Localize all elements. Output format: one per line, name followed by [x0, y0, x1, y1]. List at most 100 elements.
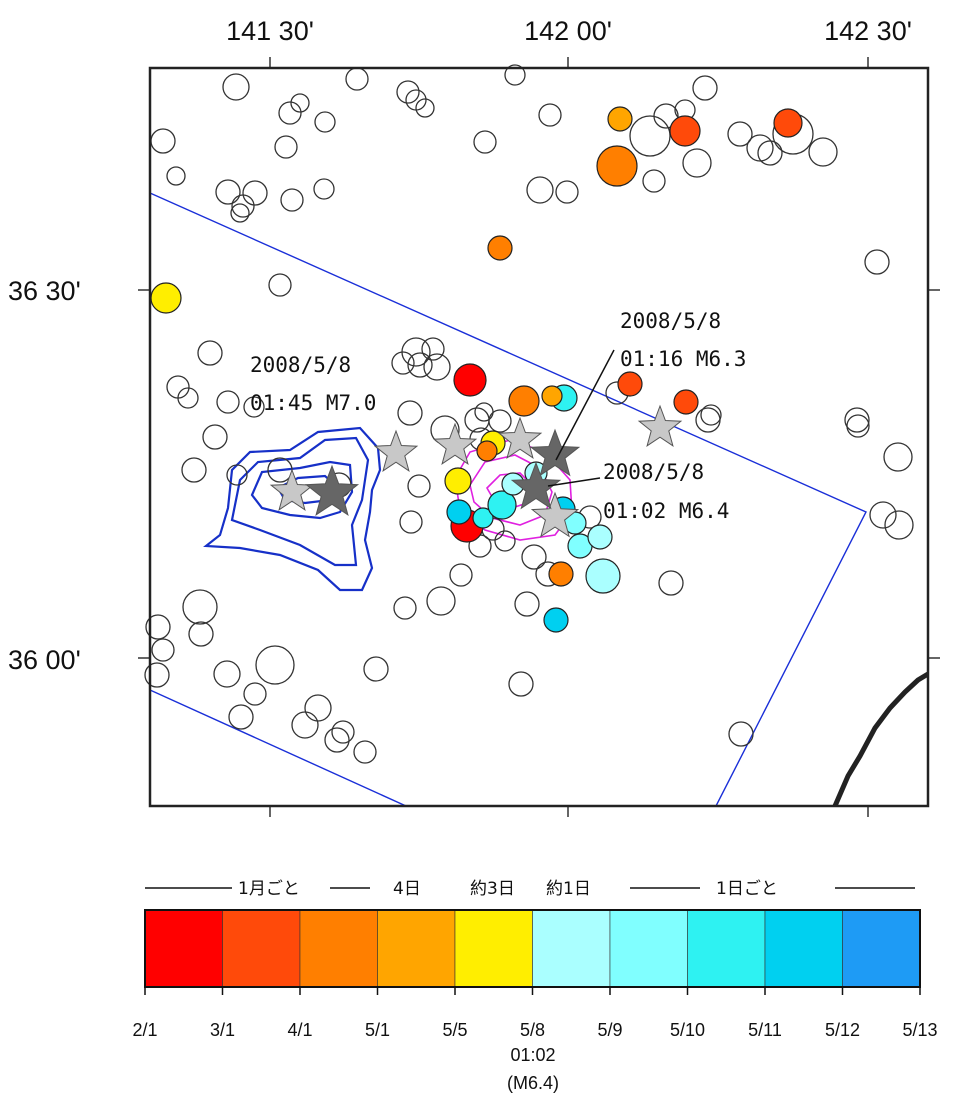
epicenter-marker — [243, 682, 267, 706]
colorbar-tick-label: 5/10 — [670, 1020, 705, 1040]
epicenter-marker — [727, 121, 753, 147]
colored-epicenter-marker — [548, 561, 574, 587]
mainshock-star-m64 — [510, 461, 562, 510]
colored-epicenter-marker — [446, 499, 472, 525]
epicenter-marker — [421, 337, 445, 361]
epicenter-marker — [844, 407, 870, 433]
interval-label-monthly: 1月ごと — [238, 879, 300, 899]
epicenter-marker — [746, 134, 774, 162]
grey-star — [432, 422, 478, 465]
colorbar-tick-label: 5/11 — [748, 1020, 782, 1040]
annotation-m63-leader — [555, 349, 615, 461]
interval-label-4days: 4日 — [393, 879, 421, 899]
colorbar-tick-label: 5/5 — [442, 1020, 467, 1040]
colorbar-tick-label: 5/9 — [597, 1020, 622, 1040]
coastline — [832, 671, 928, 806]
epicenter-marker — [188, 621, 214, 647]
grey-star — [373, 429, 419, 472]
colorbar-swatch — [609, 909, 688, 988]
colored-epicenter-marker — [487, 490, 517, 520]
colorbar-tick-label: 4/1 — [287, 1020, 312, 1040]
colored-epicenter-marker — [150, 282, 182, 314]
colorbar-frame — [144, 909, 921, 988]
epicenter-marker — [884, 510, 914, 540]
epicenter-marker — [151, 638, 175, 662]
annotation-m64-detail: 01:02 M6.4 — [603, 499, 729, 523]
epicenter-marker — [757, 140, 783, 166]
epicenter-marker — [231, 194, 255, 218]
epicenter-marker — [324, 727, 350, 753]
epicenter-marker — [526, 176, 554, 204]
epicenter-marker — [488, 409, 512, 433]
epicenter-marker — [268, 273, 292, 297]
colorbar-tick-label: 2/1 — [132, 1020, 157, 1040]
mainshock-star-m70 — [304, 464, 360, 516]
epicenter-marker — [397, 400, 423, 426]
annotation-m70: 2008/5/8 01:45 M7.0 — [250, 353, 376, 415]
lat-label-36-00: 36 00' — [8, 645, 81, 675]
epicenter-marker — [216, 390, 240, 414]
colorbar-swatch — [222, 909, 301, 988]
epicenter-marker — [538, 103, 562, 127]
epicenter-marker — [846, 414, 870, 438]
epicenter-marker — [144, 662, 170, 688]
grey-star — [530, 491, 580, 538]
epicenter-marker — [290, 93, 310, 113]
colored-epicenter-marker — [508, 385, 540, 417]
interval-label-daily: 1日ごと — [716, 879, 778, 899]
epicenter-marker — [494, 530, 516, 552]
epicenter-marker — [521, 544, 547, 570]
epicenter-marker — [181, 457, 207, 483]
epicenter-marker — [555, 180, 579, 204]
epicenter-layer — [144, 64, 914, 764]
epicenter-marker — [182, 589, 218, 625]
colorbar-tick-label: 5/8 — [520, 1020, 545, 1040]
star-layer — [269, 404, 683, 538]
epicenter-marker — [642, 169, 666, 193]
colorbar-swatches — [144, 909, 921, 988]
colorbar-tick-label: 5/12 — [825, 1020, 860, 1040]
epicenter-marker — [291, 711, 319, 739]
epicenter-marker — [213, 660, 241, 688]
colored-epicenter-marker — [541, 385, 563, 407]
epicenter-marker — [426, 586, 456, 616]
epicenter-marker — [473, 130, 497, 154]
epicenter-marker — [314, 111, 336, 133]
colored-epicenter-marker — [453, 363, 487, 397]
epicenter-marker — [313, 178, 335, 200]
interval-label-3days: 約3日 — [470, 879, 515, 899]
lat-label-36-30: 36 30' — [8, 276, 81, 306]
epicenter-marker — [682, 148, 712, 178]
colorbar-swatch — [532, 909, 611, 988]
colorbar-legend: 1月ごと 4日 約3日 約1日 1日ごと 2/1 3/1 4/1 5/1 5/5 5/8 5… — [132, 879, 937, 1093]
fault-model-lower-edge — [150, 689, 407, 806]
epicenter-marker — [423, 353, 451, 381]
colorbar-swatch — [299, 909, 378, 988]
mainshock-mag-label: (M6.4) — [507, 1073, 559, 1093]
annotation-m64-leader — [547, 477, 601, 487]
epicenter-marker — [215, 179, 241, 205]
epicenter-marker — [363, 656, 389, 682]
colorbar-swatch — [144, 909, 223, 988]
colorbar-swatch — [842, 909, 921, 988]
colorbar-swatch — [377, 909, 456, 988]
colored-epicenter-marker — [773, 108, 803, 138]
epicenter-marker — [728, 721, 754, 747]
colorbar-swatch — [764, 909, 843, 988]
epicenter-marker — [504, 64, 526, 86]
epicenter-marker — [396, 80, 420, 104]
annotation-m63: 2008/5/8 01:16 M6.3 — [555, 309, 746, 461]
epicenter-marker — [278, 101, 302, 125]
colored-epicenter-marker — [444, 467, 472, 495]
epicenter-marker — [629, 115, 671, 157]
epicenter-marker — [226, 464, 248, 486]
colored-epicenter-marker — [673, 389, 699, 415]
colored-epicenter-marker — [487, 235, 513, 261]
colored-epicenter-marker — [476, 440, 498, 462]
epicenter-marker — [304, 694, 332, 722]
colorbar-swatch — [687, 909, 766, 988]
epicenter-marker — [658, 570, 684, 596]
epicenter-marker — [197, 340, 223, 366]
colorbar-tick-label: 3/1 — [210, 1020, 235, 1040]
